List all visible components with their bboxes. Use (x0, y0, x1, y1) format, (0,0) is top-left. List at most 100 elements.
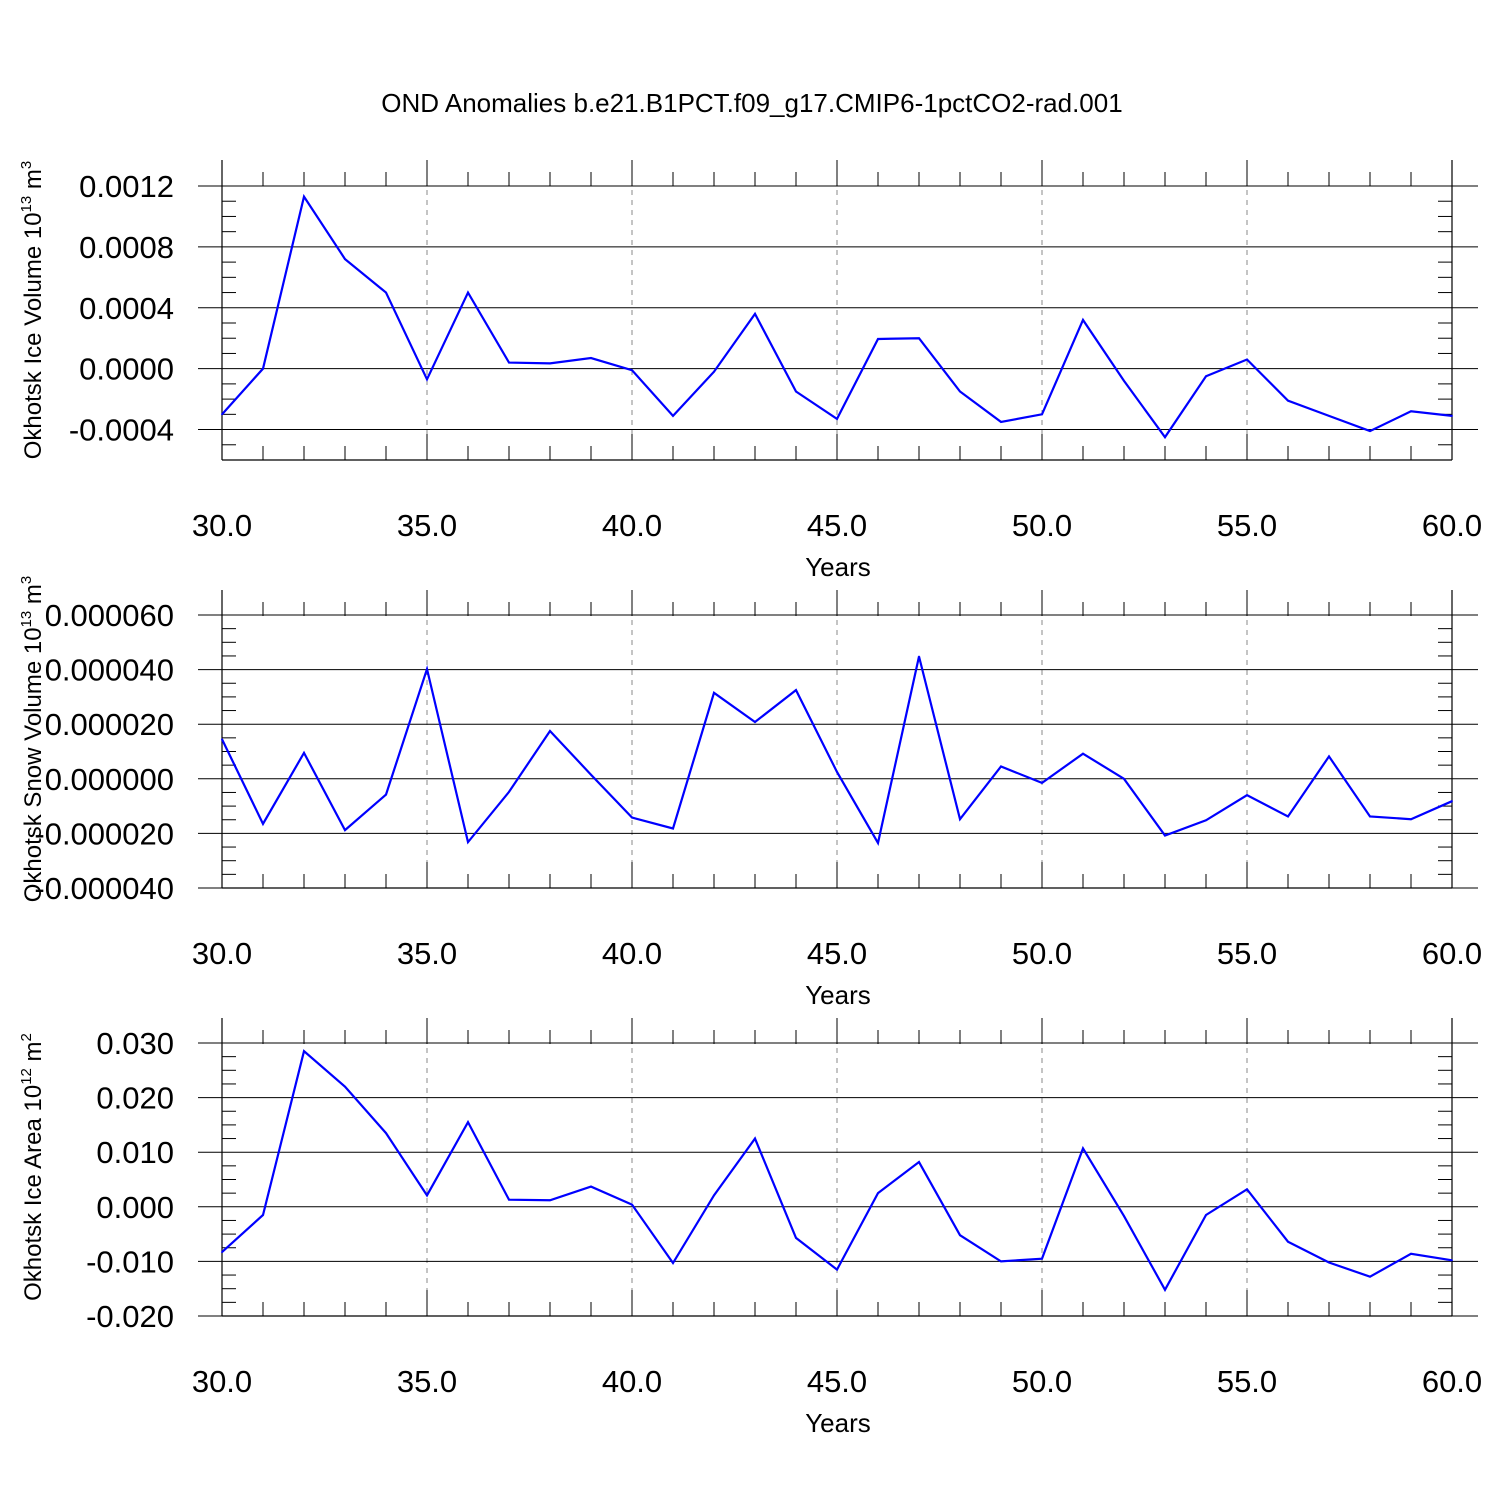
data-point (1205, 1214, 1207, 1216)
data-point (508, 791, 510, 793)
data-point (877, 1192, 879, 1195)
data-point (1041, 1257, 1043, 1260)
data-point (959, 818, 961, 821)
y-tick-label: 0.000000 (45, 762, 174, 797)
x-tick-label: 30.0 (192, 508, 252, 543)
chart-panel-3: -0.020 -0.010 0.000 0.010 0.020 0.030 30.0 35.0… (18, 1018, 1482, 1438)
x-axis-title: Years (805, 1408, 871, 1438)
x-tick-label: 50.0 (1012, 1364, 1072, 1399)
data-point (303, 751, 305, 754)
data-point (426, 668, 428, 670)
data-point (549, 730, 551, 732)
y-tick-label: 0.000040 (45, 653, 174, 688)
data-point (1328, 414, 1330, 417)
x-tick-label: 35.0 (397, 936, 457, 971)
data-point (1082, 752, 1084, 755)
y-axis-title: Okhotsk Ice Volume 1013 m3 (18, 161, 47, 460)
data-point (1205, 375, 1207, 378)
y-axis-title: Okhotsk Ice Area 1012 m2 (18, 1033, 47, 1301)
data-point (344, 258, 346, 260)
data-point (1451, 1259, 1453, 1262)
y-axis-title-part: Okhotsk Ice Area 10 (20, 1085, 47, 1301)
x-tick-label: 45.0 (807, 1364, 867, 1399)
y-tick-label: 0.0012 (79, 169, 174, 204)
data-point (918, 1161, 920, 1163)
data-point (385, 1132, 387, 1134)
y-axis-title-part: Okhotsk Snow Volume 10 (20, 627, 47, 902)
data-point (836, 1268, 838, 1271)
y-tick-label: 0.0004 (79, 291, 174, 326)
data-point (1369, 815, 1371, 818)
y-tick-label: 0.010 (96, 1135, 174, 1170)
data-point (221, 1251, 223, 1254)
data-point (1082, 319, 1084, 321)
x-tick-label: 60.0 (1422, 508, 1482, 543)
data-point (1451, 800, 1453, 803)
chart-panel-1: -0.0004 0.0000 0.0004 0.0008 0.0012 30.0 35.0 4… (18, 160, 1482, 582)
data-point (672, 827, 674, 830)
data-point (959, 390, 961, 393)
data-point (1123, 379, 1125, 382)
data-point (467, 841, 469, 844)
y-axis-title-part: 13 (18, 196, 35, 213)
data-point (1369, 1275, 1371, 1278)
data-point (1328, 755, 1330, 758)
y-tick-label: 0.0000 (79, 352, 174, 387)
x-tick-label: 45.0 (807, 508, 867, 543)
data-point (303, 195, 305, 198)
data-point (1246, 358, 1248, 361)
data-point (754, 312, 756, 315)
x-tick-label: 50.0 (1012, 508, 1072, 543)
data-point (959, 1234, 961, 1237)
data-point (590, 357, 592, 359)
y-tick-label: 0.000060 (45, 598, 174, 633)
data-point (1164, 834, 1166, 837)
data-point (262, 367, 264, 370)
data-point (1451, 414, 1453, 417)
data-point (549, 1199, 551, 1202)
x-tick-label: 40.0 (602, 936, 662, 971)
data-point (1410, 818, 1412, 821)
y-axis-title: Okhotsk Snow Volume 1013 m3 (18, 576, 47, 903)
x-tick-label: 30.0 (192, 1364, 252, 1399)
y-axis-title-part: 13 (18, 611, 35, 628)
data-point (1041, 781, 1043, 784)
data-point (590, 1185, 592, 1188)
data-point (344, 829, 346, 832)
data-point (631, 369, 633, 372)
y-axis-title-part: Okhotsk Ice Volume 10 (20, 212, 47, 459)
data-point (1123, 777, 1125, 780)
data-point (385, 291, 387, 294)
figure-title: OND Anomalies b.e21.B1PCT.f09_g17.CMIP6-… (381, 88, 1122, 118)
y-tick-label: -0.010 (86, 1244, 174, 1279)
data-point (1082, 1147, 1084, 1150)
x-tick-label: 55.0 (1217, 508, 1277, 543)
data-point (1123, 1215, 1125, 1217)
data-point (836, 418, 838, 420)
data-point (590, 773, 592, 776)
data-point (836, 771, 838, 773)
y-axis-title-part: m (20, 169, 47, 196)
y-tick-label: -0.0004 (69, 413, 174, 448)
data-point (426, 378, 428, 381)
x-tick-label: 60.0 (1422, 936, 1482, 971)
y-tick-label: 0.0008 (79, 230, 174, 265)
x-tick-label: 35.0 (397, 1364, 457, 1399)
data-point (1000, 421, 1002, 423)
y-tick-label: 0.000 (96, 1190, 174, 1225)
data-point (1164, 1288, 1166, 1291)
x-tick-label: 30.0 (192, 936, 252, 971)
x-tick-label: 55.0 (1217, 1364, 1277, 1399)
x-axis-title: Years (805, 552, 871, 582)
x-tick-label: 40.0 (602, 1364, 662, 1399)
data-point (1410, 1252, 1412, 1255)
data-point (672, 1262, 674, 1264)
data-point (795, 689, 797, 691)
data-point (262, 1214, 264, 1216)
y-axis-title-part: 3 (18, 576, 35, 584)
data-point (713, 370, 715, 373)
x-tick-label: 60.0 (1422, 1364, 1482, 1399)
data-point (1369, 430, 1371, 432)
data-point (713, 1194, 715, 1197)
